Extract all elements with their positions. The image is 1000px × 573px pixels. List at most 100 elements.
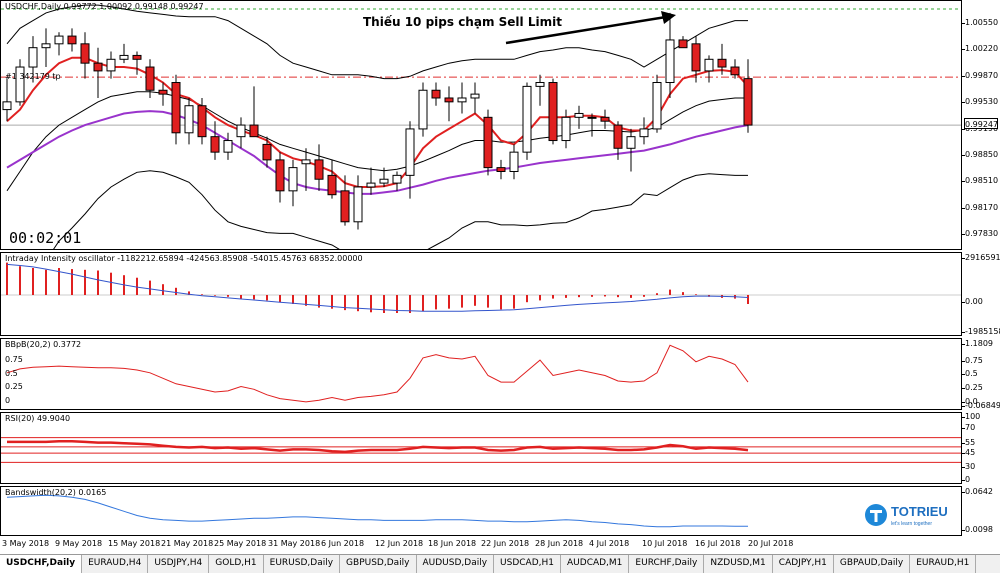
iio-scale: 2916591.0 0.00 -1985158 bbox=[962, 252, 1000, 336]
chart-tab[interactable]: EURUSD,Daily bbox=[264, 555, 341, 573]
bbpb-line bbox=[6, 344, 749, 403]
candle-body bbox=[145, 66, 155, 91]
rsi-chart[interactable] bbox=[1, 413, 962, 484]
scale-label: 100 bbox=[965, 412, 981, 421]
chart-tab[interactable]: GBPUSD,Daily bbox=[340, 555, 417, 573]
bbpb-chart[interactable] bbox=[1, 339, 962, 410]
annotation-text: Thiếu 10 pips chạm Sell Limit bbox=[363, 15, 562, 29]
iio-pane[interactable]: Intraday Intensity oscillator -1182212.6… bbox=[0, 252, 962, 336]
chart-tab[interactable]: EURAUD,H1 bbox=[910, 555, 977, 573]
time-axis-label: 12 Jun 2018 bbox=[375, 539, 424, 548]
iio-chart[interactable] bbox=[1, 253, 962, 336]
chart-tab[interactable]: GOLD,H1 bbox=[209, 555, 264, 573]
scale-label: 1.1809 bbox=[965, 339, 993, 348]
candle-body bbox=[704, 58, 714, 72]
price-chart[interactable] bbox=[1, 1, 962, 250]
scale-label: 0.97830 bbox=[965, 228, 999, 238]
scale-label: 0.00 bbox=[965, 297, 983, 306]
main-chart-pane[interactable]: USDCHF,Daily 0.99772 1.00092 0.99148 0.9… bbox=[0, 0, 962, 250]
time-axis-label: 15 May 2018 bbox=[108, 539, 161, 548]
scale-label: 0.98510 bbox=[965, 176, 999, 186]
iio-signal-line bbox=[6, 263, 749, 312]
chart-tab[interactable]: GBPAUD,Daily bbox=[834, 555, 911, 573]
candle-body bbox=[327, 174, 337, 196]
time-axis: 3 May 2018 9 May 2018 15 May 2018 21 May 20… bbox=[0, 536, 962, 552]
bbpb-left-label: 0.5 bbox=[5, 369, 18, 378]
bandwidth-line bbox=[6, 494, 748, 528]
scale-label: 0.0642 bbox=[965, 487, 993, 496]
candle-body bbox=[197, 105, 207, 138]
bbpb-pane[interactable]: BBpB(20,2) 0.3772 0.75 0.5 0.25 0 bbox=[0, 338, 962, 410]
scale-label: 70 bbox=[965, 423, 976, 432]
chart-tab[interactable]: USDJPY,H4 bbox=[148, 555, 210, 573]
candle-body bbox=[28, 47, 38, 68]
scale-label: 0.25 bbox=[965, 383, 983, 392]
bandwidth-chart[interactable] bbox=[1, 487, 962, 536]
time-axis-label: 20 Jul 2018 bbox=[748, 539, 794, 548]
candle-body bbox=[652, 82, 662, 130]
chart-tab[interactable]: AUDUSD,Daily bbox=[417, 555, 495, 573]
moving-average-purple-line bbox=[6, 110, 749, 195]
candle-body bbox=[483, 116, 493, 169]
bandwidth-pane[interactable]: Bandswidth(20,2) 0.0165 bbox=[0, 486, 962, 536]
candle-body bbox=[119, 54, 129, 60]
candle-body bbox=[171, 82, 181, 134]
candle-body bbox=[2, 101, 12, 111]
scale-label: 0.99530 bbox=[965, 97, 999, 107]
rsi-pane[interactable]: RSI(20) 49.9040 bbox=[0, 412, 962, 484]
chart-tab[interactable]: AUDCAD,M1 bbox=[561, 555, 630, 573]
current-price-label: 0.99247 bbox=[964, 118, 999, 130]
scale-label: 1.00550 bbox=[965, 18, 999, 28]
time-axis-label: 22 Jun 2018 bbox=[481, 539, 530, 548]
candle-body bbox=[236, 124, 246, 138]
candle-body bbox=[41, 43, 51, 49]
candle-body bbox=[626, 136, 636, 149]
chart-tab[interactable]: USDCHF,Daily bbox=[0, 555, 83, 573]
scale-label: 55 bbox=[965, 438, 976, 447]
candle-body bbox=[691, 43, 701, 72]
chart-tab[interactable]: EURAUD,H4 bbox=[82, 555, 149, 573]
time-axis-label: 21 May 2018 bbox=[161, 539, 214, 548]
candle-body bbox=[353, 186, 363, 223]
candle-body bbox=[730, 66, 740, 76]
logo-name: TOTRIEU bbox=[891, 504, 948, 519]
scale-label: 0.0 bbox=[965, 397, 978, 406]
candle-body bbox=[15, 66, 25, 103]
candle-body bbox=[223, 140, 233, 153]
chart-tab[interactable]: USDCAD,H1 bbox=[494, 555, 562, 573]
candle-body bbox=[210, 136, 220, 153]
time-axis-label: 6 Jun 2018 bbox=[321, 539, 365, 548]
candle-body bbox=[431, 89, 441, 99]
candle-body bbox=[275, 159, 285, 192]
candle-body bbox=[262, 143, 272, 161]
candle-body bbox=[522, 85, 532, 153]
moving-average-red-line bbox=[6, 56, 749, 188]
chart-tab[interactable]: NZDUSD,M1 bbox=[704, 555, 773, 573]
candle-body bbox=[366, 182, 376, 188]
candle-body bbox=[678, 39, 688, 49]
chart-tabs[interactable]: USDCHF,Daily EURAUD,H4 USDJPY,H4 GOLD,H1 EUR… bbox=[0, 554, 1000, 573]
candle-body bbox=[717, 58, 727, 68]
bbpb-left-label: 0 bbox=[5, 396, 11, 405]
candle-body bbox=[535, 82, 545, 87]
candle-body bbox=[496, 167, 506, 172]
arrow-head bbox=[661, 11, 676, 24]
candle-body bbox=[93, 62, 103, 72]
time-axis-label: 16 Jul 2018 bbox=[695, 539, 741, 548]
candle-body bbox=[470, 93, 480, 99]
chart-tab[interactable]: CADJPY,H1 bbox=[773, 555, 834, 573]
candle-body bbox=[418, 89, 428, 130]
candle-body bbox=[548, 82, 558, 142]
annotation-arrow bbox=[505, 11, 676, 45]
bollinger-lower-line bbox=[53, 170, 748, 249]
scale-label: 0.0098 bbox=[965, 525, 993, 534]
bar-timer: 00:02:01 bbox=[9, 229, 82, 247]
candle-body bbox=[457, 97, 467, 103]
bbpb-title: BBpB(20,2) 0.3772 bbox=[5, 340, 82, 349]
bollinger-middle-line bbox=[6, 91, 748, 192]
time-axis-label: 18 Jun 2018 bbox=[428, 539, 477, 548]
time-axis-label: 4 Jul 2018 bbox=[589, 539, 630, 548]
rsi-scale: 100 70 55 45 30 0 bbox=[962, 412, 1000, 484]
time-axis-label: 31 May 2018 bbox=[268, 539, 321, 548]
chart-tab[interactable]: EURCHF,Daily bbox=[629, 555, 705, 573]
